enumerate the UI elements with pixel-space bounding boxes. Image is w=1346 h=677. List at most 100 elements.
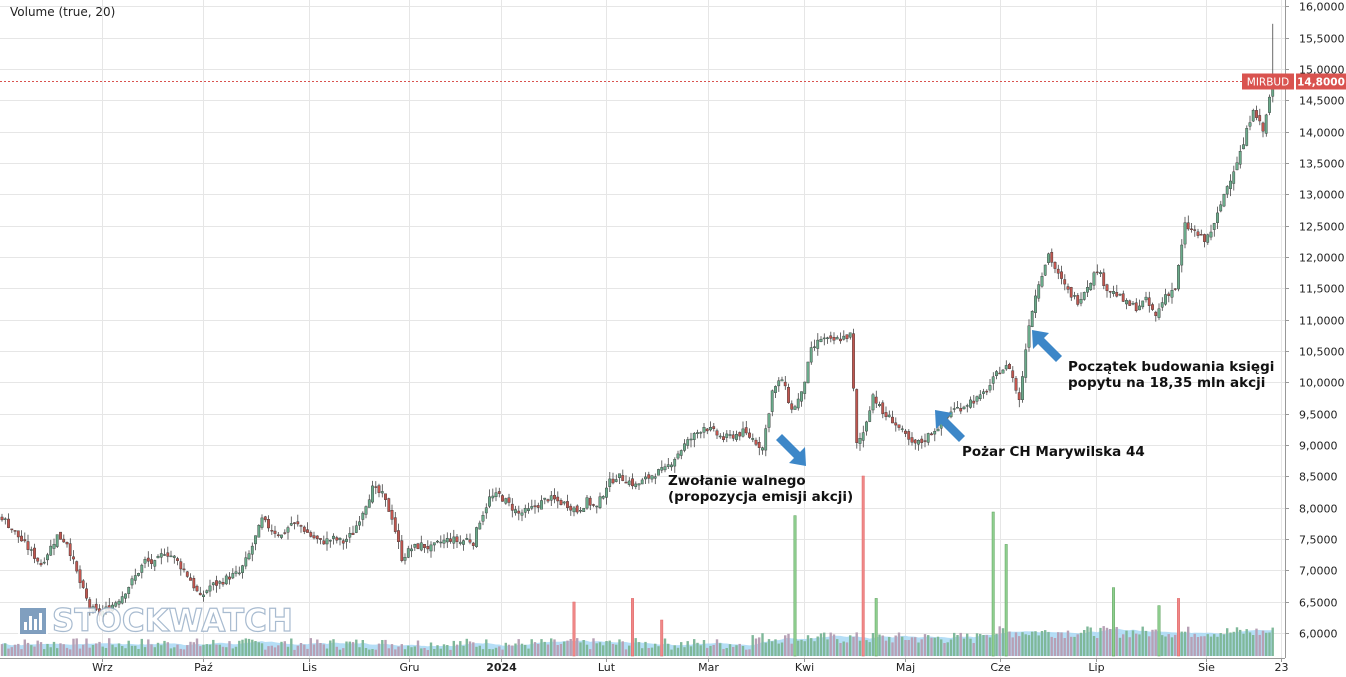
volume-bar xyxy=(296,645,299,656)
volume-bar xyxy=(52,641,56,656)
volume-bar xyxy=(1271,627,1274,656)
volume-bar xyxy=(1190,636,1193,656)
volume-bar xyxy=(195,638,199,656)
volume-bar xyxy=(325,648,329,656)
candle-body xyxy=(205,590,209,593)
y-tick-label: 7,0000 xyxy=(1299,565,1338,578)
candle-body xyxy=(900,428,904,430)
candle-body xyxy=(182,568,186,571)
candle-body xyxy=(137,573,140,576)
candle-body xyxy=(176,558,179,561)
volume-bar xyxy=(329,640,332,656)
volume-bar xyxy=(1040,631,1044,656)
y-tick-label: 16,0000 xyxy=(1299,1,1345,14)
volume-bar xyxy=(218,644,221,656)
y-tick-label: 11,0000 xyxy=(1299,315,1345,328)
candle-body xyxy=(959,408,963,412)
candle-body xyxy=(865,421,868,432)
candle-body xyxy=(774,386,777,393)
volume-bar xyxy=(1060,632,1063,656)
volume-bar xyxy=(150,644,153,656)
candle-body xyxy=(588,497,592,506)
volume-bar xyxy=(1044,630,1047,656)
volume-bar xyxy=(949,639,953,656)
volume-bar xyxy=(618,639,621,656)
candle-body xyxy=(988,385,992,391)
volume-bar xyxy=(735,645,738,656)
candle-body xyxy=(611,478,615,484)
candle-body xyxy=(1053,262,1057,269)
volume-bar xyxy=(169,648,173,656)
volume-bar xyxy=(715,639,719,656)
candle-body xyxy=(172,555,176,558)
volume-bar xyxy=(527,648,530,656)
candle-body xyxy=(1219,204,1223,212)
volume-bar xyxy=(182,649,186,656)
candle-body xyxy=(1216,212,1219,223)
volume-bar xyxy=(374,649,377,656)
arrow-shape xyxy=(776,434,806,466)
candle-body xyxy=(926,433,930,443)
x-tick-label: Gru xyxy=(399,661,419,674)
x-tick-label: Sie xyxy=(1198,661,1215,674)
volume-bar xyxy=(917,642,920,656)
arrow-pozar xyxy=(935,410,965,442)
volume-bar xyxy=(826,639,829,656)
volume-bar xyxy=(364,648,368,656)
volume-bar xyxy=(124,648,127,656)
candle-body xyxy=(1089,283,1093,290)
volume-bar xyxy=(969,638,972,656)
volume-bar xyxy=(930,637,933,656)
x-tick-label: Maj xyxy=(896,661,915,674)
candle-body xyxy=(991,376,995,384)
candle-body xyxy=(341,540,345,544)
volume-bar xyxy=(241,639,244,656)
candle-body xyxy=(894,422,898,426)
volume-bar xyxy=(761,633,764,656)
volume-bar xyxy=(800,639,803,656)
candle-body xyxy=(1001,369,1005,374)
candle-body xyxy=(1167,293,1171,296)
candle-body xyxy=(332,535,335,539)
candle-body xyxy=(735,434,738,440)
candle-body xyxy=(293,522,296,524)
candle-body xyxy=(569,505,573,511)
candle-body xyxy=(1196,231,1200,236)
volume-bar xyxy=(647,648,650,656)
volume-bar xyxy=(1232,631,1235,656)
volume-bar xyxy=(1268,632,1271,656)
candle-body xyxy=(566,501,569,508)
volume-bar xyxy=(498,646,501,656)
volume-bar xyxy=(771,641,774,656)
y-tick-label: 11,5000 xyxy=(1299,283,1345,296)
candle-body xyxy=(871,394,875,411)
volume-bar xyxy=(153,647,156,656)
candle-body xyxy=(231,573,235,579)
candle-body xyxy=(302,526,306,532)
volume-bar xyxy=(1086,626,1089,656)
volume-bar xyxy=(667,643,670,656)
volume-bar xyxy=(199,646,202,656)
candle-body xyxy=(211,582,215,586)
volume-bar xyxy=(533,642,537,656)
candle-body xyxy=(65,542,69,545)
volume-bar xyxy=(966,633,969,656)
volume-bar xyxy=(702,640,706,656)
volume-bar xyxy=(598,642,602,656)
volume-bar xyxy=(1148,636,1151,656)
candle-body xyxy=(800,391,803,402)
candle-body xyxy=(429,544,433,552)
volume-bar xyxy=(738,643,741,656)
candle-body xyxy=(1193,229,1197,231)
candle-body xyxy=(244,557,248,567)
volume-bar xyxy=(569,639,572,656)
candle-body xyxy=(406,548,410,558)
candle-body xyxy=(861,432,865,441)
volume-bar xyxy=(1235,627,1239,656)
volume-bar xyxy=(936,636,940,656)
volume-bar xyxy=(299,643,303,656)
candle-body xyxy=(23,539,27,542)
volume-bar xyxy=(1050,636,1053,656)
bar-chart-icon xyxy=(18,606,48,636)
candle-body xyxy=(507,497,511,503)
